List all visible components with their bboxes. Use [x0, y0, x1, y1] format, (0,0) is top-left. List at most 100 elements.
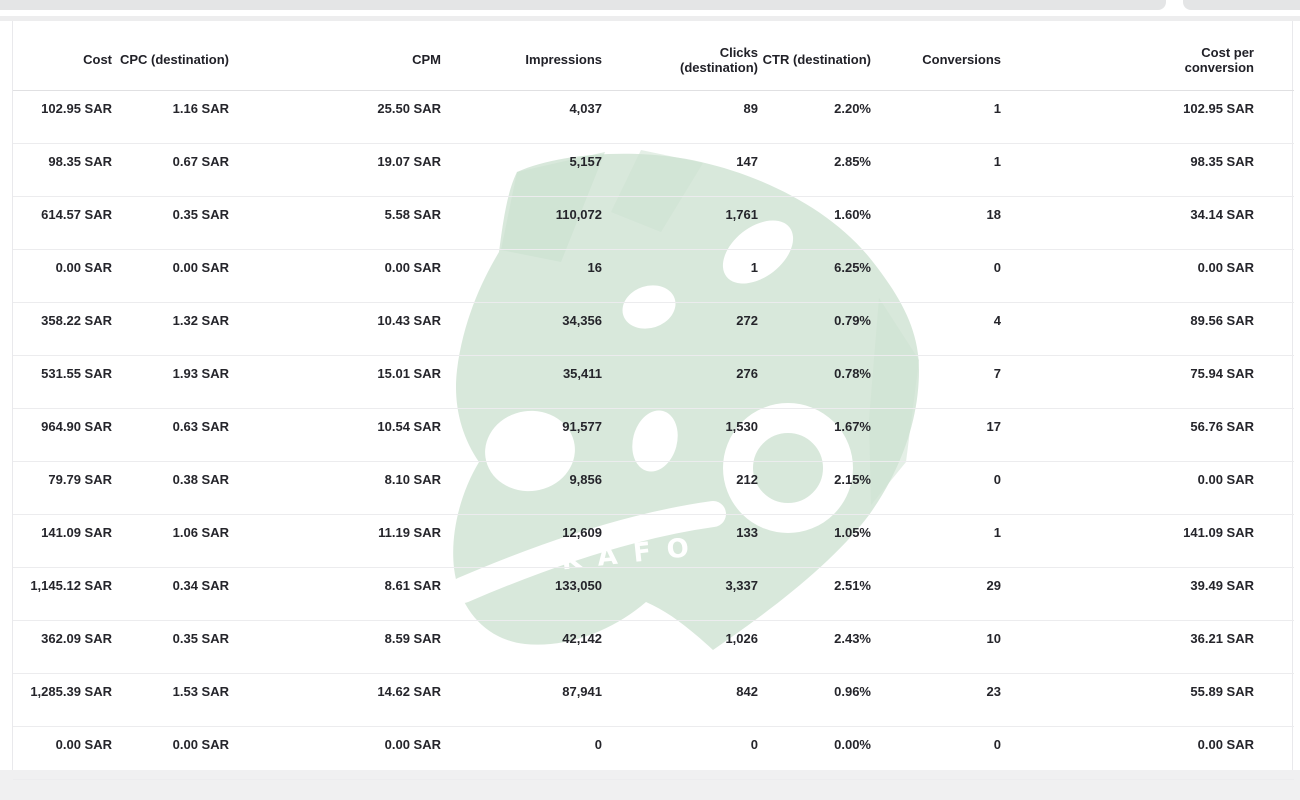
cell-cpm: 25.50 SAR: [229, 90, 441, 144]
cell-clicks_destination: 1,530: [602, 408, 758, 462]
cell-clicks_destination: 1: [602, 249, 758, 303]
cell-clicks_destination: 3,337: [602, 567, 758, 621]
table-row: 358.22 SAR 1.32 SAR 10.43 SAR 34,356 272 0.79…: [13, 302, 1294, 356]
table-row: 362.09 SAR 0.35 SAR 8.59 SAR 42,142 1,026 2.4…: [13, 620, 1294, 674]
column-header-conversions[interactable]: Conversions: [871, 21, 1001, 91]
cell-impressions: 0: [441, 726, 602, 780]
cell-clicks_destination: 842: [602, 673, 758, 727]
cell-cost_per_conversion: 55.89 SAR: [1001, 673, 1294, 727]
cell-ctr_destination: 0.00%: [758, 726, 871, 780]
cell-ctr_destination: 2.15%: [758, 461, 871, 515]
cell-conversions: 1: [871, 514, 1001, 568]
cell-cost: 614.57 SAR: [13, 196, 112, 250]
cell-cpc_destination: 0.00 SAR: [112, 726, 229, 780]
toolbar-fragment-right: [1183, 0, 1300, 10]
cell-cost: 0.00 SAR: [13, 726, 112, 780]
cell-cost_per_conversion: 0.00 SAR: [1001, 461, 1294, 515]
cell-cpm: 8.61 SAR: [229, 567, 441, 621]
cell-cost: 964.90 SAR: [13, 408, 112, 462]
table-row: 1,145.12 SAR 0.34 SAR 8.61 SAR 133,050 3,337…: [13, 567, 1294, 621]
cell-cost: 358.22 SAR: [13, 302, 112, 356]
cell-impressions: 4,037: [441, 90, 602, 144]
cell-cpc_destination: 0.35 SAR: [112, 196, 229, 250]
cell-ctr_destination: 1.67%: [758, 408, 871, 462]
cell-conversions: 0: [871, 249, 1001, 303]
cell-cpm: 0.00 SAR: [229, 249, 441, 303]
stats-table-card: KAFO Cost CPC (destination) CPM Impressions…: [12, 21, 1294, 780]
cell-cpc_destination: 1.16 SAR: [112, 90, 229, 144]
cell-impressions: 91,577: [441, 408, 602, 462]
column-header-cpc_destination[interactable]: CPC (destination): [112, 21, 229, 91]
cell-clicks_destination: 0: [602, 726, 758, 780]
cell-cost: 98.35 SAR: [13, 143, 112, 197]
cell-impressions: 42,142: [441, 620, 602, 674]
cell-cost_per_conversion: 0.00 SAR: [1001, 726, 1294, 780]
cell-cpm: 8.59 SAR: [229, 620, 441, 674]
cell-impressions: 35,411: [441, 355, 602, 409]
cell-ctr_destination: 1.05%: [758, 514, 871, 568]
cell-clicks_destination: 89: [602, 90, 758, 144]
cell-cpc_destination: 0.35 SAR: [112, 620, 229, 674]
column-header-cost_per_conversion[interactable]: Cost per conversion: [1001, 21, 1294, 91]
column-header-clicks_destination[interactable]: Clicks (destination): [602, 21, 758, 91]
cell-clicks_destination: 1,761: [602, 196, 758, 250]
toolbar-fragment-left: [0, 0, 1166, 10]
cell-cost_per_conversion: 0.00 SAR: [1001, 249, 1294, 303]
cell-clicks_destination: 147: [602, 143, 758, 197]
cell-cpc_destination: 1.53 SAR: [112, 673, 229, 727]
cell-cost_per_conversion: 89.56 SAR: [1001, 302, 1294, 356]
table-row: 141.09 SAR 1.06 SAR 11.19 SAR 12,609 133 1.05…: [13, 514, 1294, 568]
cell-ctr_destination: 2.20%: [758, 90, 871, 144]
cell-cpc_destination: 0.38 SAR: [112, 461, 229, 515]
cell-cpm: 8.10 SAR: [229, 461, 441, 515]
cell-clicks_destination: 1,026: [602, 620, 758, 674]
table-row: 1,285.39 SAR 1.53 SAR 14.62 SAR 87,941 842 0.…: [13, 673, 1294, 727]
cell-ctr_destination: 6.25%: [758, 249, 871, 303]
cell-cost_per_conversion: 75.94 SAR: [1001, 355, 1294, 409]
cell-cpc_destination: 0.63 SAR: [112, 408, 229, 462]
cell-cpm: 10.43 SAR: [229, 302, 441, 356]
cell-conversions: 29: [871, 567, 1001, 621]
cell-clicks_destination: 276: [602, 355, 758, 409]
cell-cost: 79.79 SAR: [13, 461, 112, 515]
cell-cost: 362.09 SAR: [13, 620, 112, 674]
cell-clicks_destination: 133: [602, 514, 758, 568]
cell-cpc_destination: 1.93 SAR: [112, 355, 229, 409]
cell-clicks_destination: 212: [602, 461, 758, 515]
cell-ctr_destination: 2.85%: [758, 143, 871, 197]
cell-conversions: 4: [871, 302, 1001, 356]
table-row: 964.90 SAR 0.63 SAR 10.54 SAR 91,577 1,530 1.…: [13, 408, 1294, 462]
cell-cpc_destination: 0.00 SAR: [112, 249, 229, 303]
cell-ctr_destination: 1.60%: [758, 196, 871, 250]
cell-cost_per_conversion: 102.95 SAR: [1001, 90, 1294, 144]
cell-conversions: 0: [871, 726, 1001, 780]
cell-clicks_destination: 272: [602, 302, 758, 356]
cell-ctr_destination: 2.51%: [758, 567, 871, 621]
cell-impressions: 34,356: [441, 302, 602, 356]
cell-cost_per_conversion: 141.09 SAR: [1001, 514, 1294, 568]
cell-cost: 1,145.12 SAR: [13, 567, 112, 621]
cell-cpm: 11.19 SAR: [229, 514, 441, 568]
column-header-ctr_destination[interactable]: CTR (destination): [758, 21, 871, 91]
column-header-cost[interactable]: Cost: [13, 21, 112, 91]
cell-cost: 141.09 SAR: [13, 514, 112, 568]
cell-conversions: 18: [871, 196, 1001, 250]
cell-cost_per_conversion: 39.49 SAR: [1001, 567, 1294, 621]
cell-cpm: 19.07 SAR: [229, 143, 441, 197]
column-header-cpm[interactable]: CPM: [229, 21, 441, 91]
table-row: 98.35 SAR 0.67 SAR 19.07 SAR 5,157 147 2.85% 1…: [13, 143, 1294, 197]
cell-cost: 531.55 SAR: [13, 355, 112, 409]
column-header-impressions[interactable]: Impressions: [441, 21, 602, 91]
cell-impressions: 110,072: [441, 196, 602, 250]
cell-ctr_destination: 0.78%: [758, 355, 871, 409]
cell-cpm: 10.54 SAR: [229, 408, 441, 462]
cell-conversions: 1: [871, 90, 1001, 144]
cell-impressions: 12,609: [441, 514, 602, 568]
cell-cost: 1,285.39 SAR: [13, 673, 112, 727]
cell-conversions: 7: [871, 355, 1001, 409]
cell-cpm: 0.00 SAR: [229, 726, 441, 780]
cell-conversions: 0: [871, 461, 1001, 515]
table-row: 531.55 SAR 1.93 SAR 15.01 SAR 35,411 276 0.78…: [13, 355, 1294, 409]
cell-conversions: 10: [871, 620, 1001, 674]
cell-cpc_destination: 1.06 SAR: [112, 514, 229, 568]
